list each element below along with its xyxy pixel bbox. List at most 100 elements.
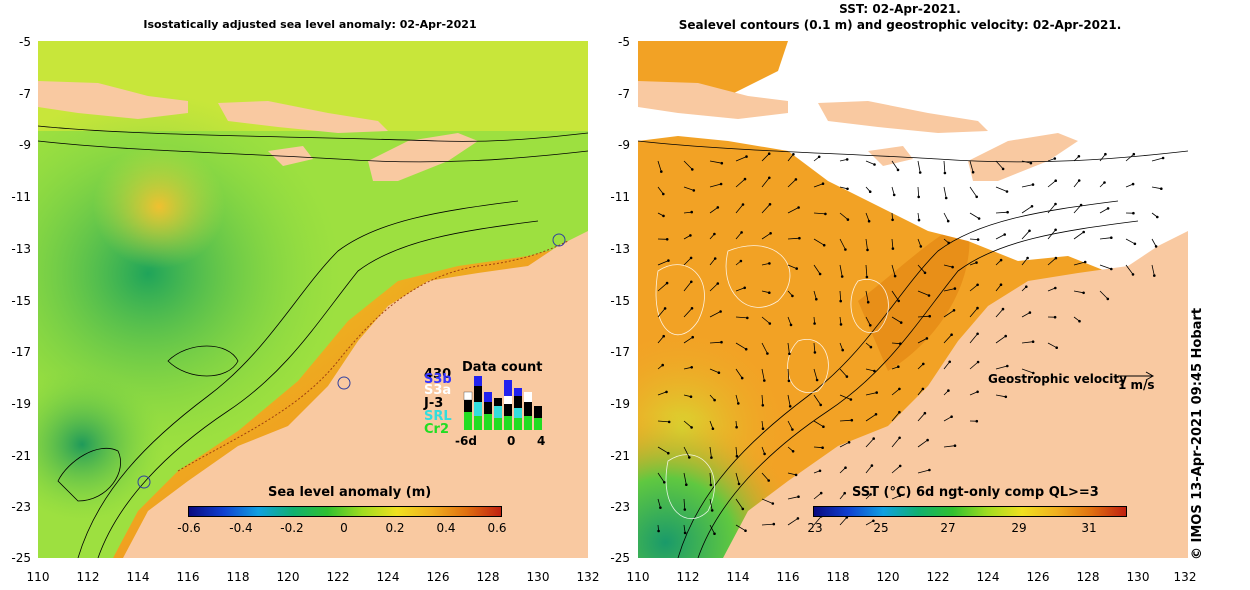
sumba-island [868, 146, 913, 166]
velocity-arrow [865, 160, 875, 165]
velocity-arrow [969, 333, 978, 344]
data-count-x-tick: 0 [507, 434, 516, 448]
velocity-arrow-head [1026, 256, 1029, 260]
velocity-arrow [943, 361, 951, 370]
velocity-arrow-head [710, 456, 713, 459]
velocity-arrow [917, 439, 928, 448]
velocity-arrow-head [1005, 190, 1009, 193]
y-tick-label: -15 [610, 294, 630, 308]
x-tick-label: 114 [126, 570, 150, 584]
velocity-arrow-head [891, 247, 895, 250]
x-tick-label: 116 [776, 570, 800, 584]
velocity-arrow [839, 441, 850, 448]
velocity-arrow-head [740, 231, 743, 234]
velocity-arrow [865, 368, 875, 372]
sea-level-contours [638, 140, 1188, 558]
colorbar-tick-label: 29 [1011, 521, 1027, 535]
velocity-arrow-head [1053, 157, 1057, 160]
velocity-arrow-head [798, 236, 801, 240]
velocity-arrow-head [665, 238, 669, 241]
satellite-label: Cr2 [424, 422, 449, 437]
velocity-arrow-head [683, 508, 687, 511]
velocity-scale-label: 1 m/s [1118, 378, 1155, 392]
sst-isotherms [655, 245, 889, 520]
velocity-arrow-head [719, 310, 722, 313]
velocity-arrow-head [659, 170, 663, 173]
x-tick-label: 128 [476, 570, 500, 584]
velocity-arrow-head [953, 444, 957, 448]
velocity-arrow-head [744, 529, 747, 533]
velocity-arrow-head [1055, 346, 1059, 350]
velocity-arrow [787, 394, 791, 407]
velocity-arrow [761, 316, 771, 324]
velocity-arrow-head [766, 352, 769, 355]
velocity-arrow-head [1152, 274, 1156, 277]
velocity-arrow [917, 412, 926, 422]
velocity-arrow [1021, 230, 1030, 240]
velocity-arrow [1073, 180, 1080, 188]
velocity-arrow-head [872, 519, 875, 523]
velocity-arrow [683, 446, 690, 458]
velocity-arrow-head [821, 182, 825, 186]
australia-land [123, 231, 588, 558]
velocity-arrow-head [1001, 307, 1005, 311]
y-tick-label: -25 [610, 551, 630, 565]
sla-colorbar [188, 506, 502, 517]
colorbar-tick-label: 0.2 [385, 521, 405, 535]
velocity-arrow-head [977, 217, 981, 220]
velocity-arrow-head [896, 168, 900, 172]
velocity-arrow [865, 316, 871, 326]
y-tick-label: -11 [11, 190, 31, 204]
velocity-arrow [865, 264, 868, 278]
velocity-arrow-head [690, 365, 693, 369]
velocity-arrow-head [719, 182, 723, 186]
velocity-arrow [891, 342, 901, 345]
velocity-arrow [683, 366, 692, 370]
velocity-arrow [813, 264, 821, 275]
velocity-arrow [1099, 264, 1112, 270]
velocity-arrow-head [1054, 256, 1058, 260]
velocity-arrow-head [873, 163, 876, 166]
velocity-arrow-head [662, 480, 666, 484]
velocity-arrow-head [840, 275, 844, 278]
velocity-arrow-head [662, 334, 666, 338]
velocity-arrow-head [1154, 245, 1158, 248]
velocity-arrow-head [976, 332, 979, 336]
velocity-arrow-head [1030, 205, 1034, 208]
velocity-arrow [865, 413, 877, 422]
velocity-arrow-head [893, 274, 897, 278]
velocity-arrow [1021, 312, 1031, 318]
velocity-arrow-head [716, 282, 720, 285]
velocity-arrow [1099, 237, 1112, 240]
velocity-arrow-head [659, 506, 662, 510]
velocity-arrow-head [845, 158, 849, 161]
velocity-arrow [891, 238, 894, 249]
velocity-arrow [839, 517, 848, 526]
velocity-arrow-head [872, 437, 876, 440]
velocity-arrow [969, 361, 979, 370]
velocity-arrow-head [689, 280, 693, 284]
y-tick-label: -13 [11, 242, 31, 256]
velocity-arrow [657, 260, 669, 266]
velocity-arrow [943, 186, 947, 199]
velocity-arrow-head [663, 307, 667, 310]
x-tick-label: 116 [176, 570, 200, 584]
velocity-arrow-head [795, 267, 799, 270]
x-tick-label: 120 [876, 570, 900, 584]
velocity-arrow-head [819, 403, 823, 407]
velocity-arrow [683, 257, 692, 266]
velocity-arrow-head [710, 509, 714, 512]
velocity-arrow [839, 264, 843, 277]
velocity-arrow-head [925, 337, 929, 340]
data-count-x-tick: 4 [537, 434, 546, 448]
velocity-arrow-head [735, 425, 738, 429]
velocity-arrow-head [691, 335, 694, 339]
velocity-arrow-head [846, 187, 849, 191]
velocity-arrow [891, 437, 900, 448]
velocity-arrow-head [763, 379, 766, 382]
colorbar-tick-label: -0.4 [229, 521, 253, 535]
y-tick-label: -13 [610, 242, 630, 256]
velocity-arrow [761, 177, 770, 188]
imos-credit: © IMOS 13-Apr-2021 09:45 Hobart [1190, 307, 1205, 560]
velocity-arrow-head [665, 390, 668, 394]
